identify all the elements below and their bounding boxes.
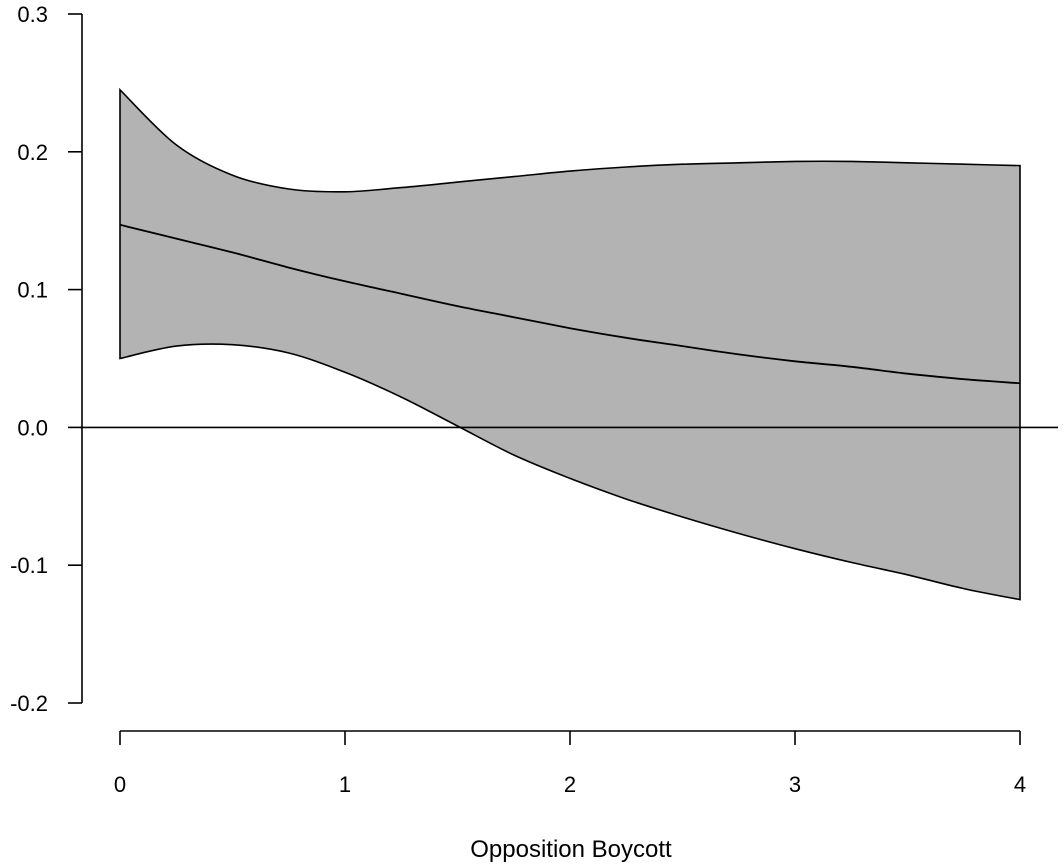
y-tick-label: 0.0: [17, 415, 48, 440]
y-tick-label: -0.2: [10, 691, 48, 716]
x-axis: 0 1 2 3 4: [114, 730, 1026, 797]
confidence-band-layer: [119, 87, 1021, 601]
y-tick-label: 0.3: [17, 2, 48, 27]
y-tick-label: 0.2: [17, 140, 48, 165]
x-tick-label: 4: [1014, 772, 1026, 797]
confidence-band: [119, 87, 1021, 601]
x-tick-label: 2: [564, 772, 576, 797]
y-axis: -0.2 -0.1 0.0 0.1 0.2 0.3: [10, 2, 83, 716]
x-axis-title: Opposition Boycott: [470, 836, 672, 863]
x-tick-label: 0: [114, 772, 126, 797]
x-tick-label: 3: [789, 772, 801, 797]
y-tick-label: 0.1: [17, 278, 48, 303]
estimate-line: [119, 223, 1021, 385]
x-tick-label: 1: [339, 772, 351, 797]
estimate-line-layer: [119, 223, 1021, 385]
y-tick-label: -0.1: [10, 553, 48, 578]
